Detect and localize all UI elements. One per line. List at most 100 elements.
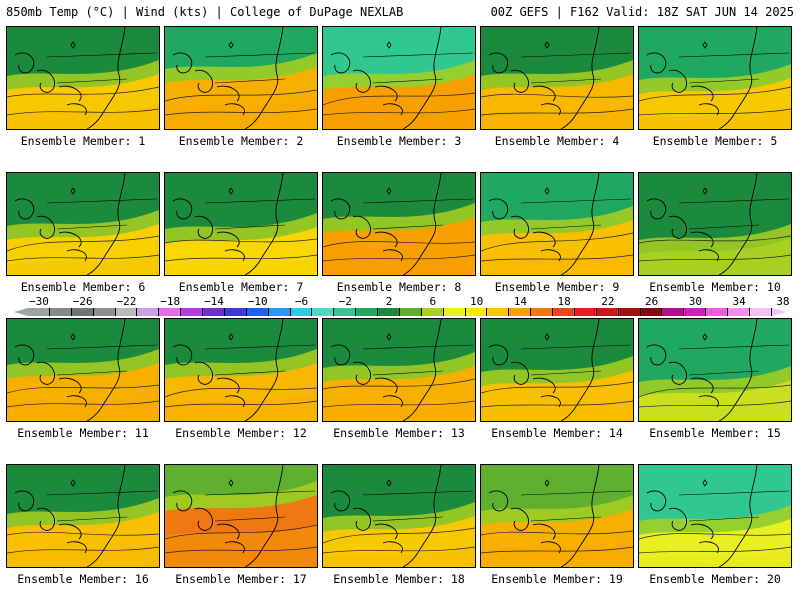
wind-contour: [639, 254, 791, 262]
station-marker: [386, 187, 392, 195]
ensemble-member-panel: [6, 172, 160, 276]
colorbar-swatch: [49, 308, 72, 316]
wind-contour: [639, 533, 791, 540]
border-lines: [362, 52, 474, 84]
warm-field: [639, 78, 791, 129]
border-lines: [204, 198, 316, 230]
ensemble-member-panel: [164, 26, 318, 130]
border-lines: [678, 490, 790, 522]
great-lakes-outline: [14, 344, 87, 408]
ensemble-member-label: Ensemble Member: 10: [649, 280, 781, 294]
wind-contour: [481, 232, 633, 252]
station-marker: [544, 41, 550, 49]
wind-contour: [639, 86, 791, 102]
colorbar-tick-label: −30: [29, 295, 49, 308]
coastline: [402, 465, 442, 567]
warm-field: [639, 519, 791, 567]
hot-field: [481, 250, 633, 275]
colorbar-swatch: [684, 308, 707, 316]
coastline: [560, 319, 600, 421]
colorbar-swatch: [137, 308, 160, 316]
station-marker: [386, 479, 392, 487]
ensemble-member-label: Ensemble Member: 12: [175, 426, 307, 440]
header: 850mb Temp (°C) | Wind (kts) | College o…: [0, 0, 800, 24]
hot-field: [165, 393, 317, 421]
ensemble-member-label: Ensemble Member: 19: [491, 572, 623, 586]
warm-field: [165, 227, 317, 275]
wind-contour: [639, 384, 791, 398]
hot-field: [7, 542, 159, 567]
warm-field: [323, 74, 475, 129]
ensemble-member-panel: [322, 318, 476, 422]
colorbar-swatch: [465, 308, 488, 316]
map-panel-svg: [481, 173, 633, 275]
wind-contour: [7, 86, 159, 98]
ensemble-member-panel: [480, 318, 634, 422]
map-panel-svg: [7, 319, 159, 421]
ensemble-member-label: Ensemble Member: 9: [494, 280, 620, 294]
wind-contour: [639, 400, 791, 408]
ensemble-member-label: Ensemble Member: 3: [336, 134, 462, 148]
station-marker: [386, 333, 392, 341]
station-marker: [702, 479, 708, 487]
border-lines: [46, 344, 158, 376]
great-lakes-outline: [172, 490, 245, 554]
wind-contour: [7, 235, 159, 252]
ensemble-member-label: Ensemble Member: 14: [491, 426, 623, 440]
warm-field: [639, 380, 791, 421]
ensemble-member-panel: [480, 464, 634, 568]
warm-field: [165, 495, 317, 567]
border-lines: [46, 490, 158, 522]
coastline: [560, 465, 600, 567]
ensemble-member-panel: [164, 172, 318, 276]
station-marker: [70, 41, 76, 49]
colorbar-swatch: [268, 308, 291, 316]
colorbar-swatch: [596, 308, 619, 316]
wind-contour: [481, 108, 633, 116]
wind-contour: [165, 108, 317, 116]
great-lakes-outline: [172, 52, 245, 116]
wind-contour: [165, 89, 317, 102]
hot-field: [165, 525, 317, 567]
ensemble-member-label: Ensemble Member: 6: [20, 280, 146, 294]
ensemble-member-panel: [6, 26, 160, 130]
great-lakes-outline: [488, 344, 561, 408]
map-panel-svg: [481, 27, 633, 129]
wind-contour: [165, 400, 317, 408]
colorbar-swatch: [378, 308, 400, 316]
ensemble-member-panel: [6, 318, 160, 422]
colorbar-swatch: [312, 308, 335, 316]
map-panel-svg: [323, 319, 475, 421]
colorbar-swatch: [71, 308, 94, 316]
great-lakes-outline: [330, 52, 403, 116]
station-marker: [544, 479, 550, 487]
station-marker: [70, 333, 76, 341]
coastline: [244, 173, 284, 275]
great-lakes-outline: [646, 490, 719, 554]
wind-contour: [323, 546, 475, 554]
hot-field: [165, 257, 317, 275]
wind-contour: [7, 254, 159, 262]
wind-contour: [323, 92, 475, 106]
border-lines: [520, 344, 632, 376]
wind-contour: [323, 378, 475, 390]
ensemble-member-panel: [480, 172, 634, 276]
coastline: [718, 319, 758, 421]
colorbar-tick-label: 26: [645, 295, 659, 308]
ensemble-member-panel: [322, 172, 476, 276]
station-marker: [386, 41, 392, 49]
great-lakes-outline: [488, 52, 561, 116]
colorbar-min-arrow: [14, 308, 28, 316]
hot-field: [639, 549, 791, 567]
colorbar-swatch: [553, 308, 575, 316]
colorbar-swatch: [728, 308, 750, 316]
hot-field: [481, 539, 633, 567]
great-lakes-outline: [646, 52, 719, 116]
hot-field: [7, 393, 159, 421]
colorbar-tick-label: 38: [776, 295, 790, 308]
colorbar-swatches: [28, 308, 772, 316]
station-marker: [702, 187, 708, 195]
coastline: [402, 173, 442, 275]
great-lakes-outline: [330, 344, 403, 408]
colorbar-swatch: [421, 308, 444, 316]
